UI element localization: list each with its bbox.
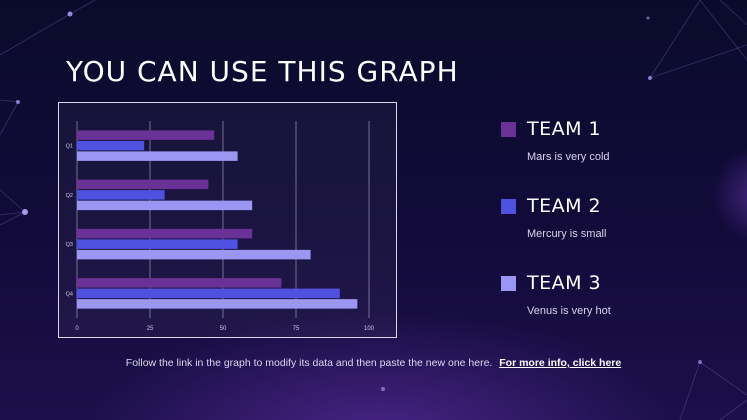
legend-item-team-3: TEAM 3 Venus is very hot (501, 271, 721, 317)
footer-note: Follow the link in the graph to modify i… (0, 357, 747, 369)
footer-text: Follow the link in the graph to modify i… (125, 357, 493, 369)
y-category-label: Q3 (66, 242, 73, 248)
bar (77, 278, 282, 288)
legend-swatch-team-2 (501, 198, 516, 214)
bar (77, 200, 253, 211)
legend-swatch-team-1 (501, 121, 516, 137)
more-info-link[interactable]: For more info, click here (499, 357, 622, 369)
legend-description: Venus is very hot (527, 305, 611, 317)
y-category-label: Q2 (66, 193, 73, 199)
legend-description: Mars is very cold (527, 151, 610, 163)
x-tick-label: 25 (147, 326, 154, 332)
legend-name: TEAM 2 (527, 195, 602, 217)
bar (77, 228, 253, 239)
bar (77, 288, 340, 299)
slide-title: YOU CAN USE THIS GRAPH (66, 55, 459, 88)
bar (77, 299, 358, 309)
x-tick-label: 0 (75, 326, 79, 332)
bar (77, 190, 165, 200)
legend-description: Mercury is small (527, 228, 607, 240)
legend-name: TEAM 1 (527, 118, 602, 140)
bar (77, 239, 238, 249)
bar (77, 151, 238, 161)
x-tick-label: 50 (220, 326, 227, 332)
y-category-label: Q4 (66, 291, 73, 297)
bar (77, 130, 215, 140)
legend-name: TEAM 3 (527, 272, 602, 294)
legend-item-team-2: TEAM 2 Mercury is small (501, 194, 721, 240)
bar (77, 140, 145, 151)
bar-chart[interactable]: 0 25 50 75 100 Q1 Q2 Q3 Q4 (58, 102, 397, 338)
legend-swatch-team-3 (501, 275, 516, 291)
legend-item-team-1: TEAM 1 Mars is very cold (501, 117, 721, 163)
x-tick-label: 75 (293, 326, 300, 332)
bar (77, 179, 209, 190)
x-tick-label: 100 (364, 326, 375, 332)
bar-chart-svg: 0 25 50 75 100 Q1 Q2 Q3 Q4 (66, 121, 375, 332)
bar (77, 249, 311, 260)
y-category-label: Q1 (66, 144, 73, 150)
